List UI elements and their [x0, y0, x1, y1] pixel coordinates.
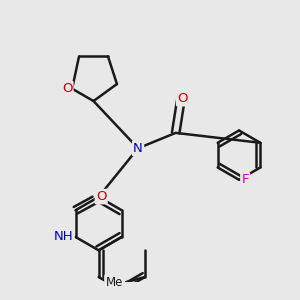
Text: O: O: [96, 190, 106, 203]
Text: Me: Me: [105, 276, 123, 289]
Text: N: N: [133, 142, 143, 155]
Text: O: O: [62, 82, 72, 95]
Text: NH: NH: [54, 230, 73, 244]
Text: O: O: [177, 92, 188, 105]
Text: F: F: [242, 173, 249, 186]
